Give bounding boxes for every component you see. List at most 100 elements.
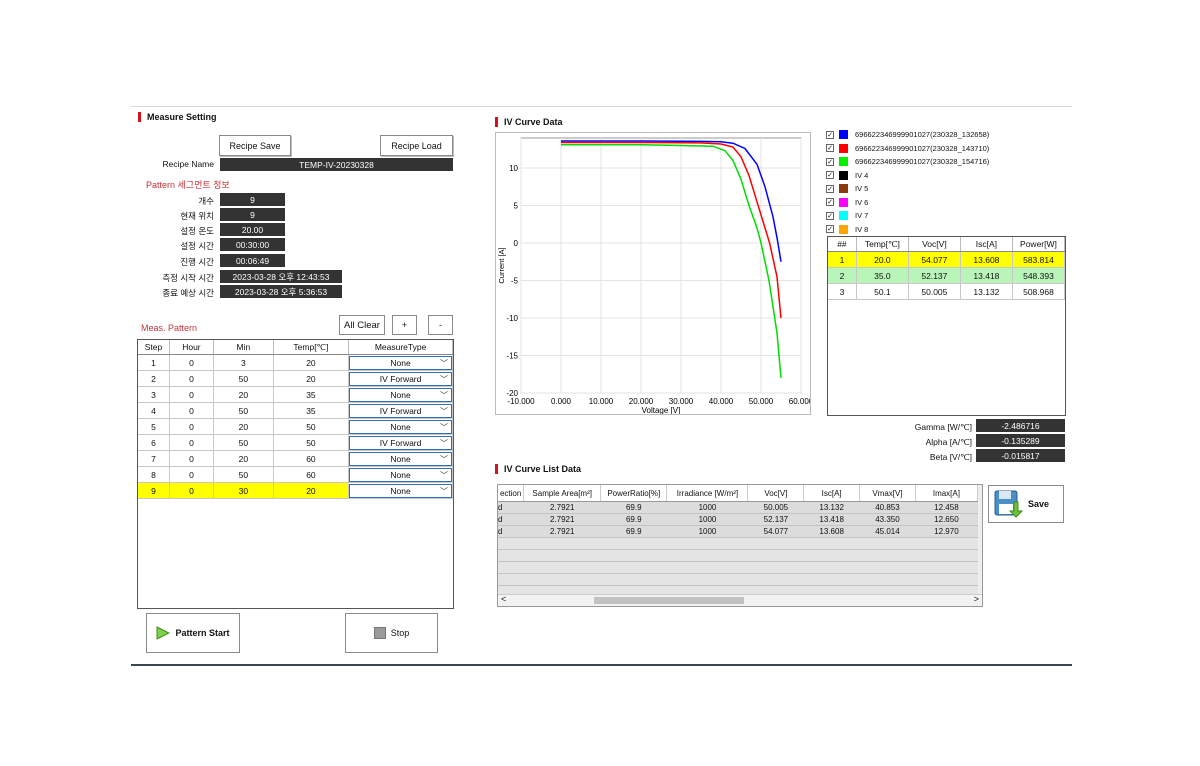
column-header[interactable]: Hour	[169, 340, 214, 355]
column-header[interactable]: Isc[A]	[960, 237, 1013, 252]
checkbox[interactable]: ✓	[826, 171, 834, 180]
table-row[interactable]: 2 35.0 52.137 13.418 548.393	[828, 267, 1066, 284]
recipe-save-button[interactable]: Recipe Save	[219, 135, 291, 156]
chevron-down-icon[interactable]: ﹀	[440, 438, 448, 448]
table-row[interactable]: 7 0 20 60 None ﹀	[138, 450, 453, 467]
measure-type-select[interactable]: None ﹀	[349, 419, 452, 434]
table-cell: 13.418	[803, 513, 860, 526]
y-tick-label: -10	[506, 314, 518, 323]
checkbox[interactable]: ✓	[826, 198, 834, 207]
chevron-down-icon[interactable]: ﹀	[440, 406, 448, 416]
table-row[interactable]: 1 20.0 54.077 13.608 583.814	[828, 251, 1066, 268]
legend-item[interactable]: ✓ IV 7	[826, 209, 989, 223]
table-row[interactable]: 3 50.1 50.005 13.132 508.968	[828, 283, 1066, 300]
table-row[interactable]: d 2.7921 69.9 1000 54.077 13.608 45.014 12.970	[498, 525, 978, 538]
measure-type-select[interactable]: IV Forward ﹀	[349, 371, 452, 386]
legend-item[interactable]: ✓ 696622346999901027(230328_132658)	[826, 128, 989, 142]
column-header[interactable]: MeasureType	[348, 340, 453, 355]
column-header[interactable]: Irradiance [W/m²]	[666, 485, 749, 502]
chevron-down-icon[interactable]: ﹀	[440, 374, 448, 384]
legend-item[interactable]: ✓ 696622346999901027(230328_154716)	[826, 155, 989, 169]
measure-type-cell[interactable]: IV Forward ﹀	[348, 402, 453, 419]
plot-area	[520, 137, 802, 394]
measure-type-cell[interactable]: None ﹀	[348, 418, 453, 435]
table-cell: 0	[169, 370, 214, 387]
stop-button[interactable]: Stop	[345, 613, 438, 653]
column-header[interactable]: ection	[498, 485, 525, 502]
table-cell: 69.9	[600, 501, 667, 514]
table-row[interactable]: 3 0 20 35 None ﹀	[138, 386, 453, 403]
table-cell: 508.968	[1012, 283, 1066, 300]
add-step-button[interactable]: +	[392, 315, 417, 335]
chevron-down-icon[interactable]: ﹀	[440, 454, 448, 464]
empty-cell	[666, 549, 748, 562]
color-swatch	[839, 143, 848, 153]
measure-type-select[interactable]: IV Forward ﹀	[349, 403, 452, 418]
legend-item[interactable]: ✓ IV 6	[826, 196, 989, 210]
column-header[interactable]: Vmax[V]	[859, 485, 916, 502]
measure-type-cell[interactable]: IV Forward ﹀	[348, 434, 453, 451]
column-header[interactable]: PowerRatio[%]	[600, 485, 668, 502]
column-header[interactable]: Isc[A]	[803, 485, 861, 502]
chevron-down-icon[interactable]: ﹀	[440, 486, 448, 496]
table-row[interactable]: 2 0 50 20 IV Forward ﹀	[138, 370, 453, 387]
checkbox[interactable]: ✓	[826, 184, 834, 193]
measure-type-select[interactable]: None ﹀	[349, 467, 452, 482]
list-data-title: IV Curve List Data	[495, 464, 581, 474]
measure-type-select[interactable]: None ﹀	[349, 483, 452, 498]
measure-type-select[interactable]: None ﹀	[349, 355, 452, 370]
column-header[interactable]: Power[W]	[1012, 237, 1066, 252]
column-header[interactable]: Min	[213, 340, 274, 355]
table-row[interactable]: 8 0 50 60 None ﹀	[138, 466, 453, 483]
recipe-load-button[interactable]: Recipe Load	[380, 135, 453, 156]
scroll-thumb[interactable]	[594, 597, 744, 604]
scroll-left-arrow[interactable]: <	[501, 594, 507, 604]
table-row[interactable]: d 2.7921 69.9 1000 52.137 13.418 43.350 12.650	[498, 513, 978, 526]
checkbox[interactable]: ✓	[826, 130, 834, 139]
measure-type-select[interactable]: IV Forward ﹀	[349, 435, 452, 450]
horizontal-scrollbar[interactable]: < >	[498, 594, 982, 606]
column-header[interactable]: Step	[138, 340, 170, 355]
measure-type-cell[interactable]: None ﹀	[348, 386, 453, 403]
column-header[interactable]: Voc[V]	[908, 237, 961, 252]
column-header[interactable]: Imax[A]	[915, 485, 979, 502]
save-button[interactable]: Save	[988, 485, 1064, 523]
column-header[interactable]: Sample Area[m²]	[523, 485, 602, 502]
measure-type-select[interactable]: None ﹀	[349, 387, 452, 402]
legend-item[interactable]: ✓ IV 5	[826, 182, 989, 196]
measure-type-cell[interactable]: None ﹀	[348, 482, 453, 499]
checkbox[interactable]: ✓	[826, 157, 834, 166]
legend-item[interactable]: ✓ IV 8	[826, 223, 989, 237]
table-row[interactable]: 1 0 3 20 None ﹀	[138, 354, 453, 371]
chevron-down-icon[interactable]: ﹀	[440, 470, 448, 480]
remove-step-button[interactable]: -	[428, 315, 453, 335]
measure-type-cell[interactable]: IV Forward ﹀	[348, 370, 453, 387]
all-clear-button[interactable]: All Clear	[339, 315, 385, 335]
scroll-right-arrow[interactable]: >	[973, 594, 979, 604]
table-row[interactable]: 4 0 50 35 IV Forward ﹀	[138, 402, 453, 419]
table-row[interactable]: 5 0 20 50 None ﹀	[138, 418, 453, 435]
checkbox[interactable]: ✓	[826, 144, 834, 153]
table-row[interactable]: d 2.7921 69.9 1000 50.005 13.132 40.853 12.458	[498, 501, 978, 514]
table-row[interactable]: 6 0 50 50 IV Forward ﹀	[138, 434, 453, 451]
pattern-start-button[interactable]: Pattern Start	[146, 613, 240, 653]
checkbox[interactable]: ✓	[826, 211, 834, 220]
coefficient-label: Gamma [W/℃]	[914, 422, 972, 432]
recipe-name-field[interactable]: TEMP-IV-20230328	[220, 158, 453, 171]
legend-item[interactable]: ✓ 696622346999901027(230328_143710)	[826, 142, 989, 156]
y-tick-label: -20	[506, 389, 518, 398]
chevron-down-icon[interactable]: ﹀	[440, 422, 448, 432]
measure-type-cell[interactable]: None ﹀	[348, 466, 453, 483]
table-row[interactable]: 9 0 30 20 None ﹀	[138, 482, 453, 499]
column-header[interactable]: Temp[℃]	[856, 237, 909, 252]
legend-item[interactable]: ✓ IV 4	[826, 169, 989, 183]
checkbox[interactable]: ✓	[826, 225, 834, 234]
column-header[interactable]: ##	[828, 237, 857, 252]
column-header[interactable]: Temp[℃]	[273, 340, 350, 355]
measure-type-cell[interactable]: None ﹀	[348, 354, 453, 371]
measure-type-cell[interactable]: None ﹀	[348, 450, 453, 467]
chevron-down-icon[interactable]: ﹀	[440, 358, 448, 368]
measure-type-select[interactable]: None ﹀	[349, 451, 452, 466]
chevron-down-icon[interactable]: ﹀	[440, 390, 448, 400]
column-header[interactable]: Voc[V]	[747, 485, 805, 502]
